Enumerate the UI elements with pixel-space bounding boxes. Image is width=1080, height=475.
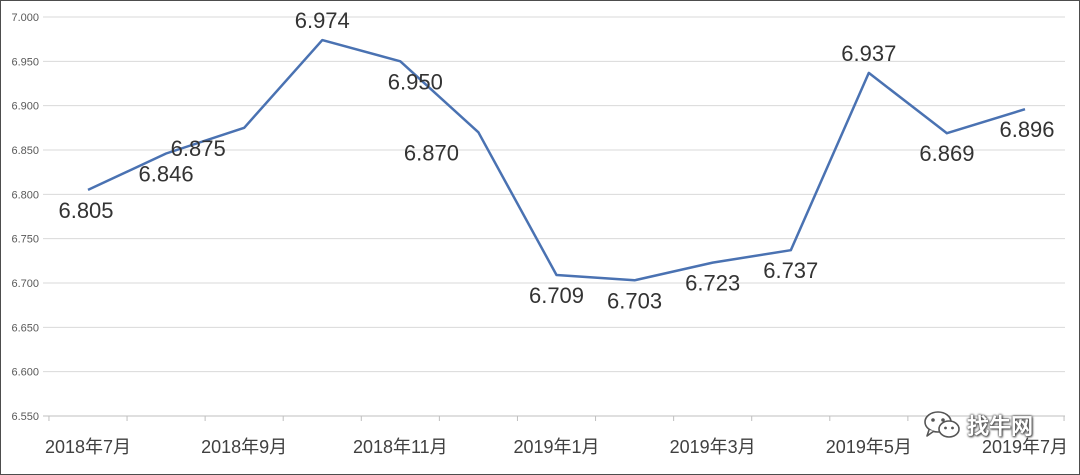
data-label: 6.805 (58, 198, 113, 223)
series-line-layer (87, 38, 1026, 282)
x-tick-label: 2019年1月 (513, 437, 599, 457)
data-label: 6.974 (295, 8, 350, 33)
data-label: 6.869 (919, 141, 974, 166)
data-label: 6.896 (999, 117, 1054, 142)
y-tick-label: 6.950 (11, 56, 39, 68)
y-tick-label: 6.750 (11, 234, 39, 246)
y-tick-label: 6.700 (11, 278, 39, 290)
y-tick-label: 6.650 (11, 322, 39, 334)
data-label: 6.950 (388, 69, 443, 94)
data-label: 6.723 (685, 271, 740, 296)
y-tick-label: 6.550 (11, 411, 39, 423)
y-tick-label: 7.000 (11, 12, 39, 24)
data-label: 6.875 (171, 136, 226, 161)
x-tick-label: 2019年3月 (670, 437, 756, 457)
x-axis-ticks: 2018年7月 2018年9月 2018年11月 2019年1月 2019年3月 2019… (45, 416, 1068, 457)
data-label: 6.737 (763, 258, 818, 283)
x-tick-label: 2018年9月 (201, 437, 287, 457)
x-tick-label: 2019年7月 (982, 437, 1068, 457)
data-label: 6.937 (841, 41, 896, 66)
series-line (87, 38, 1026, 282)
wechat-icon (924, 411, 960, 438)
data-label: 6.870 (404, 140, 459, 165)
x-tick-label: 2018年11月 (353, 437, 448, 457)
y-tick-label: 6.900 (11, 101, 39, 113)
data-label: 6.709 (529, 283, 584, 308)
x-tick-label: 2018年7月 (45, 437, 131, 457)
watermark-text: 找牛网 (967, 415, 1034, 440)
data-label: 6.703 (607, 288, 662, 313)
y-axis-ticks: 6.550 6.600 6.650 6.700 6.750 6.800 6.850 6.900… (11, 12, 39, 423)
watermark: 找牛网 (923, 409, 1033, 441)
y-tick-label: 6.800 (11, 189, 39, 201)
data-label: 6.846 (139, 162, 194, 187)
gridlines (43, 16, 1065, 417)
y-tick-label: 6.600 (11, 367, 39, 379)
y-tick-label: 6.850 (11, 145, 39, 157)
x-tick-label: 2019年5月 (826, 437, 912, 457)
